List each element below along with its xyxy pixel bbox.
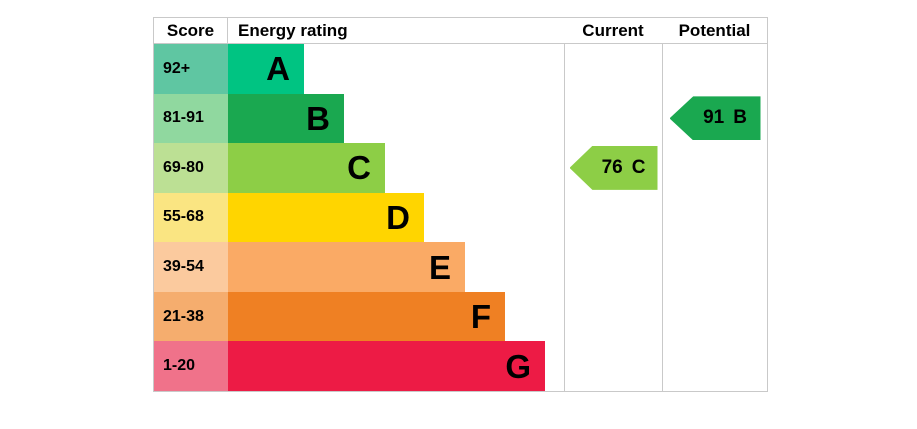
- band-b-letter: B: [306, 99, 330, 137]
- potential-score-value: 91: [703, 107, 725, 129]
- potential-cell-b: 91 B: [662, 93, 767, 144]
- current-rating-letter: C: [631, 156, 646, 178]
- band-e-letter: E: [428, 248, 451, 286]
- potential-cell-f: [662, 291, 767, 342]
- rating-row-f: F: [228, 291, 564, 342]
- score-range-label: 81-91: [163, 109, 204, 127]
- rating-row-e: E: [228, 242, 564, 292]
- band-d-bar: D: [228, 192, 424, 243]
- current-cell-d: [564, 192, 662, 243]
- band-e-bar: E: [228, 242, 465, 292]
- potential-cell-e: [662, 242, 767, 292]
- band-a-bar: A: [228, 44, 304, 94]
- score-column-header: Score: [154, 18, 228, 44]
- band-d-letter: D: [386, 198, 410, 236]
- current-cell-c: 76 C: [564, 143, 662, 193]
- current-rating-arrow: 76 C: [569, 145, 658, 190]
- score-range-b: 81-91: [154, 93, 228, 144]
- score-range-d: 55-68: [154, 192, 228, 243]
- current-cell-e: [564, 242, 662, 292]
- band-a-letter: A: [266, 50, 290, 88]
- band-f-letter: F: [470, 298, 491, 336]
- potential-column-header: Potential: [662, 18, 767, 44]
- band-g-letter: G: [505, 347, 531, 385]
- current-cell-b: [564, 93, 662, 144]
- score-range-a: 92+: [154, 44, 228, 94]
- current-cell-f: [564, 291, 662, 342]
- energy-rating-column-header: Energy rating: [228, 18, 564, 44]
- potential-cell-d: [662, 192, 767, 243]
- current-score-value: 76: [601, 156, 623, 178]
- score-range-e: 39-54: [154, 242, 228, 292]
- potential-cell-c: [662, 143, 767, 193]
- band-c-bar: C: [228, 143, 385, 193]
- score-range-label: 1-20: [163, 357, 196, 375]
- potential-cell-a: [662, 44, 767, 94]
- score-range-label: 55-68: [163, 208, 204, 226]
- band-b-bar: B: [228, 93, 344, 144]
- band-c-letter: C: [347, 149, 371, 187]
- current-column-header: Current: [564, 18, 662, 44]
- rating-row-b: B: [228, 93, 564, 144]
- band-f-bar: F: [228, 291, 505, 342]
- band-g-bar: G: [228, 341, 545, 391]
- rating-row-d: D: [228, 192, 564, 243]
- score-range-g: 1-20: [154, 341, 228, 391]
- score-range-label: 39-54: [163, 258, 204, 276]
- potential-cell-g: [662, 341, 767, 391]
- score-range-label: 92+: [163, 59, 191, 77]
- rating-row-c: C: [228, 143, 564, 193]
- score-range-f: 21-38: [154, 291, 228, 342]
- current-cell-a: [564, 44, 662, 94]
- score-range-label: 69-80: [163, 158, 204, 176]
- potential-rating-arrow: 91 B: [669, 96, 761, 141]
- current-cell-g: [564, 341, 662, 391]
- epc-rating-table: Score Energy rating Current Potential 92…: [153, 17, 768, 392]
- potential-rating-letter: B: [733, 107, 747, 129]
- score-range-label: 21-38: [163, 307, 204, 325]
- score-range-c: 69-80: [154, 143, 228, 193]
- rating-row-g: G: [228, 341, 564, 391]
- rating-row-a: A: [228, 44, 564, 94]
